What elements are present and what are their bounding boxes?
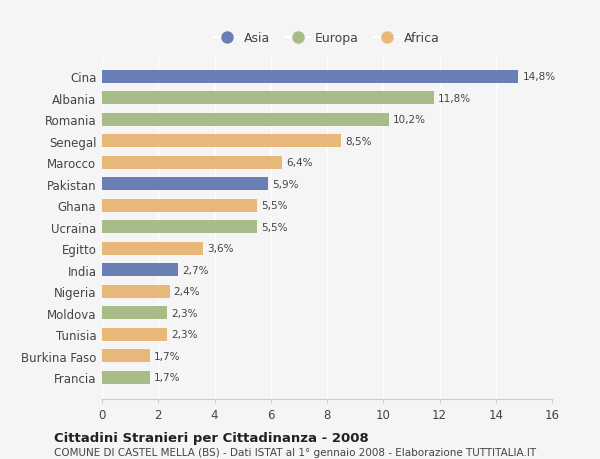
Bar [102,242,203,255]
Text: 1,7%: 1,7% [154,372,181,382]
Bar [102,307,167,319]
Bar [102,157,282,169]
Bar [102,199,257,212]
Text: 5,9%: 5,9% [272,179,299,189]
Text: 1,7%: 1,7% [154,351,181,361]
Bar [102,178,268,191]
Text: 3,6%: 3,6% [208,244,234,254]
Text: 2,3%: 2,3% [171,330,197,339]
Bar [102,349,150,362]
Bar [102,263,178,276]
Text: 10,2%: 10,2% [393,115,426,125]
Text: Cittadini Stranieri per Cittadinanza - 2008: Cittadini Stranieri per Cittadinanza - 2… [54,431,369,444]
Bar [102,71,518,84]
Text: 2,7%: 2,7% [182,265,209,275]
Text: 2,3%: 2,3% [171,308,197,318]
Bar [102,221,257,234]
Text: 14,8%: 14,8% [523,72,556,82]
Text: 2,4%: 2,4% [174,286,200,297]
Text: 8,5%: 8,5% [345,136,372,146]
Text: 5,5%: 5,5% [261,201,287,211]
Text: 6,4%: 6,4% [286,158,313,168]
Text: 11,8%: 11,8% [438,94,471,104]
Legend: Asia, Europa, Africa: Asia, Europa, Africa [209,27,445,50]
Text: COMUNE DI CASTEL MELLA (BS) - Dati ISTAT al 1° gennaio 2008 - Elaborazione TUTTI: COMUNE DI CASTEL MELLA (BS) - Dati ISTAT… [54,448,536,458]
Bar [102,328,167,341]
Bar [102,113,389,127]
Bar [102,371,150,384]
Bar [102,285,170,298]
Bar [102,135,341,148]
Bar [102,92,434,105]
Text: 5,5%: 5,5% [261,222,287,232]
